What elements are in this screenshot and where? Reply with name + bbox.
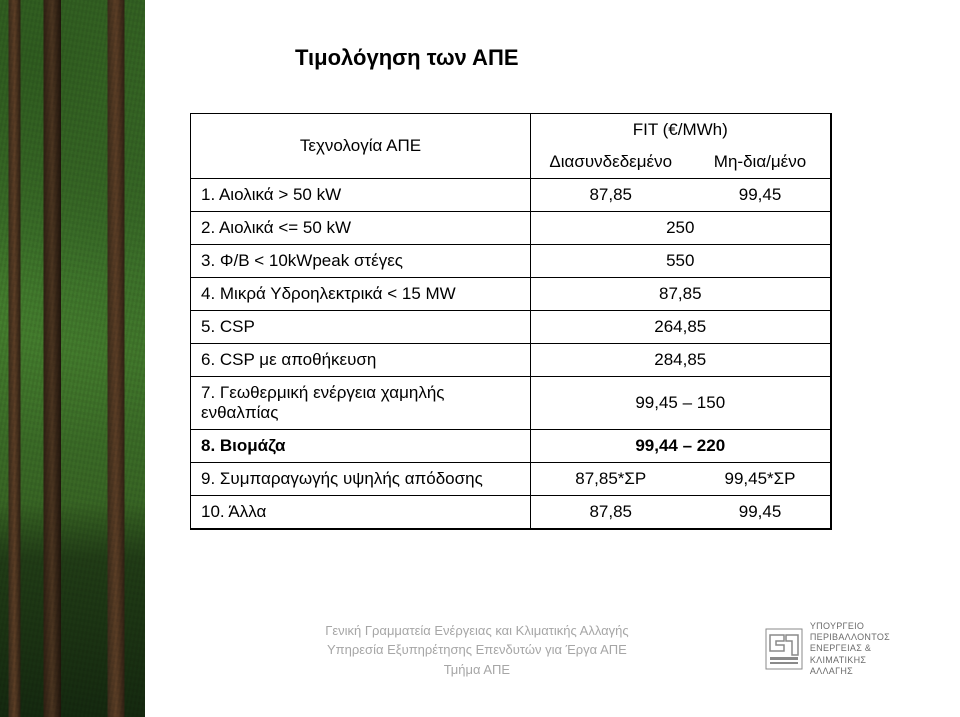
tech-cell: 6. CSP με αποθήκευση [191,344,531,377]
table-row: 9. Συμπαραγωγής υψηλής απόδοσης87,85*ΣΡ9… [191,463,831,496]
header-non-interconnected: Μη-δια/μένο [691,146,831,179]
forest-photo-strip [0,0,145,717]
footer-text-block: Γενική Γραμματεία Ενέργειας και Κλιματικ… [190,621,764,680]
ministry-line-4: ΚΛΙΜΑΤΙΚΗΣ [810,655,866,665]
tech-cell: 2. Αιολικά <= 50 kW [191,212,531,245]
value-cell-non-interconnected: 99,45 [691,496,831,530]
value-cell-non-interconnected: 99,45 [691,179,831,212]
ministry-line-2: ΠΕΡΙΒΑΛΛΟΝΤΟΣ [810,632,890,642]
footer-line-1: Γενική Γραμματεία Ενέργειας και Κλιματικ… [325,623,628,638]
slide-page: Τιμολόγηση των ΑΠΕ Τεχνολογία ΑΠΕ FIT (€… [0,0,960,717]
ministry-logo-text: ΥΠΟΥΡΓΕΙΟ ΠΕΡΙΒΑΛΛΟΝΤΟΣ ΕΝΕΡΓΕΙΑΣ & ΚΛΙΜ… [810,621,890,677]
tech-cell: 4. Μικρά Υδροηλεκτρικά < 15 MW [191,278,531,311]
ministry-line-3: ΕΝΕΡΓΕΙΑΣ & [810,643,871,653]
tech-cell: 5. CSP [191,311,531,344]
table-body: 1. Αιολικά > 50 kW87,8599,452. Αιολικά <… [191,179,831,530]
slide-footer: Γενική Γραμματεία Ενέργειας και Κλιματικ… [190,621,890,680]
ministry-emblem-icon [764,627,804,671]
footer-line-3: Τμήμα ΑΠΕ [444,662,510,677]
table-row: 4. Μικρά Υδροηλεκτρικά < 15 MW87,85 [191,278,831,311]
table-row: 2. Αιολικά <= 50 kW250 [191,212,831,245]
table-header: Τεχνολογία ΑΠΕ FIT (€/MWh) Διασυνδεδεμέν… [191,114,831,179]
ministry-line-5: ΑΛΛΑΓΗΣ [810,666,853,676]
value-cell-non-interconnected: 99,45*ΣΡ [691,463,831,496]
table-row: 7. Γεωθερμική ενέργεια χαμηλής ενθαλπίας… [191,377,831,430]
table-row: 1. Αιολικά > 50 kW87,8599,45 [191,179,831,212]
fit-pricing-table: Τεχνολογία ΑΠΕ FIT (€/MWh) Διασυνδεδεμέν… [190,113,832,530]
tech-cell: 7. Γεωθερμική ενέργεια χαμηλής ενθαλπίας [191,377,531,430]
table-row: 8. Βιομάζα99,44 – 220 [191,430,831,463]
tech-cell: 3. Φ/Β < 10kWpeak στέγες [191,245,531,278]
value-cell-merged: 550 [531,245,831,278]
value-cell-merged: 99,44 – 220 [531,430,831,463]
table-row: 3. Φ/Β < 10kWpeak στέγες550 [191,245,831,278]
value-cell-interconnected: 87,85*ΣΡ [531,463,691,496]
tech-cell: 9. Συμπαραγωγής υψηλής απόδοσης [191,463,531,496]
header-technology: Τεχνολογία ΑΠΕ [191,114,531,179]
footer-line-2: Υπηρεσία Εξυπηρέτησης Επενδυτών για Έργα… [327,642,627,657]
tech-cell: 1. Αιολικά > 50 kW [191,179,531,212]
value-cell-merged: 250 [531,212,831,245]
value-cell-merged: 264,85 [531,311,831,344]
header-interconnected: Διασυνδεδεμένο [531,146,691,179]
value-cell-merged: 87,85 [531,278,831,311]
slide-title: Τιμολόγηση των ΑΠΕ [190,45,890,71]
table-row: 6. CSP με αποθήκευση284,85 [191,344,831,377]
value-cell-merged: 99,45 – 150 [531,377,831,430]
table-row: 10. Άλλα87,8599,45 [191,496,831,530]
content-area: Τιμολόγηση των ΑΠΕ Τεχνολογία ΑΠΕ FIT (€… [190,45,890,530]
value-cell-interconnected: 87,85 [531,179,691,212]
table-row: 5. CSP264,85 [191,311,831,344]
header-fit: FIT (€/MWh) [531,114,831,147]
ministry-line-1: ΥΠΟΥΡΓΕΙΟ [810,621,864,631]
tech-cell: 8. Βιομάζα [191,430,531,463]
ministry-logo: ΥΠΟΥΡΓΕΙΟ ΠΕΡΙΒΑΛΛΟΝΤΟΣ ΕΝΕΡΓΕΙΑΣ & ΚΛΙΜ… [764,621,890,679]
tech-cell: 10. Άλλα [191,496,531,530]
value-cell-merged: 284,85 [531,344,831,377]
value-cell-interconnected: 87,85 [531,496,691,530]
